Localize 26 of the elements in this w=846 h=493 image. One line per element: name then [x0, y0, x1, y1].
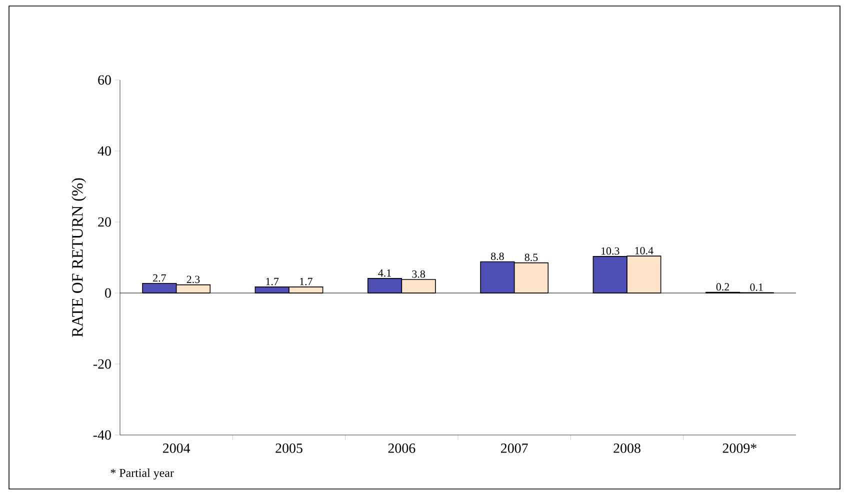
y-tick-label: 60	[98, 75, 111, 85]
x-tick-label: 2006	[388, 444, 416, 453]
data-label: 2.7	[153, 274, 166, 282]
data-label: 8.5	[524, 254, 538, 262]
data-label: 4.1	[378, 269, 391, 277]
data-label: 10.4	[635, 246, 654, 254]
data-label: 8.8	[491, 252, 504, 260]
x-tick-label: 2008	[614, 444, 640, 453]
data-label: 1.7	[300, 278, 312, 286]
y-tick-label: 40	[98, 146, 111, 156]
data-label: 2.3	[186, 276, 200, 284]
y-axis-title: RATE OF RETURN (%)	[72, 178, 86, 337]
text: * Partial year	[110, 468, 174, 480]
data-label: 3.8	[412, 270, 426, 278]
x-tick-label: 2004	[162, 444, 190, 453]
x-tick-label: 2005	[276, 444, 302, 453]
data-label: 10.3	[601, 247, 620, 255]
y-tick-label: -40	[93, 430, 111, 440]
y-tick-label: 20	[98, 217, 111, 227]
data-label: 0.1	[750, 284, 763, 291]
y-tick-label: -20	[93, 359, 111, 369]
x-tick-label: 2009*	[722, 444, 756, 453]
y-tick-label: 0	[105, 288, 111, 298]
x-tick-label: 2007	[501, 444, 528, 453]
data-label: 0.2	[716, 283, 730, 291]
data-label: 1.7	[266, 278, 279, 286]
